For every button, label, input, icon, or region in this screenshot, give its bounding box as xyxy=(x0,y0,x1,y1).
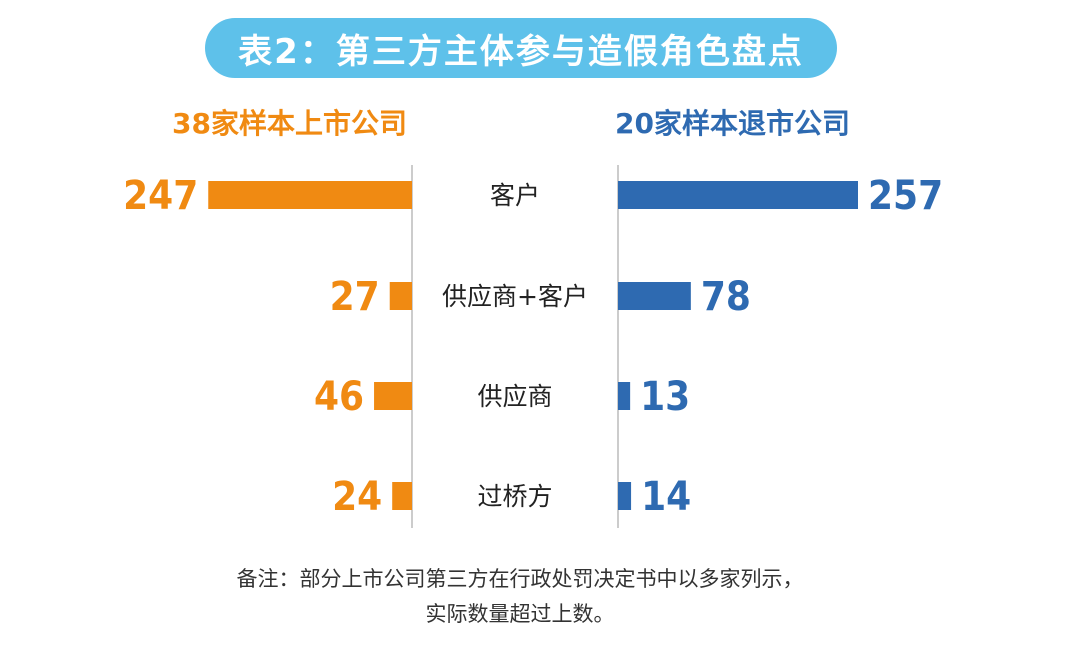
left-value-label: 27 xyxy=(330,274,380,320)
left-value-label: 46 xyxy=(314,374,364,420)
chart-title: 表2：第三方主体参与造假角色盘点 xyxy=(238,31,804,72)
right-bar xyxy=(618,181,858,209)
left-series-header: 38家样本上市公司 xyxy=(172,107,407,140)
right-series-header: 20家样本退市公司 xyxy=(615,107,850,140)
chart-title-banner: 表2：第三方主体参与造假角色盘点 xyxy=(205,18,837,78)
right-value-label: 78 xyxy=(701,274,751,320)
right-value-label: 14 xyxy=(641,474,691,520)
category-label: 过桥方 xyxy=(477,482,552,511)
left-bar xyxy=(389,282,412,310)
left-value-label: 247 xyxy=(123,173,198,219)
right-bar xyxy=(618,382,631,410)
left-bar xyxy=(374,382,412,410)
left-bar xyxy=(392,482,412,510)
left-value-label: 24 xyxy=(332,474,382,520)
category-label: 供应商+客户 xyxy=(442,282,588,311)
left-bar xyxy=(208,181,412,209)
right-value-label: 257 xyxy=(868,173,943,219)
right-bar xyxy=(618,282,691,310)
right-value-label: 13 xyxy=(640,374,690,420)
category-label: 客户 xyxy=(490,181,540,210)
footnote-line-2: 实际数量超过上数。 xyxy=(425,602,615,626)
footnote-line-1: 备注：部分上市公司第三方在行政处罚决定书中以多家列示， xyxy=(236,567,804,591)
right-bar xyxy=(618,482,632,510)
category-label: 供应商 xyxy=(477,382,552,411)
